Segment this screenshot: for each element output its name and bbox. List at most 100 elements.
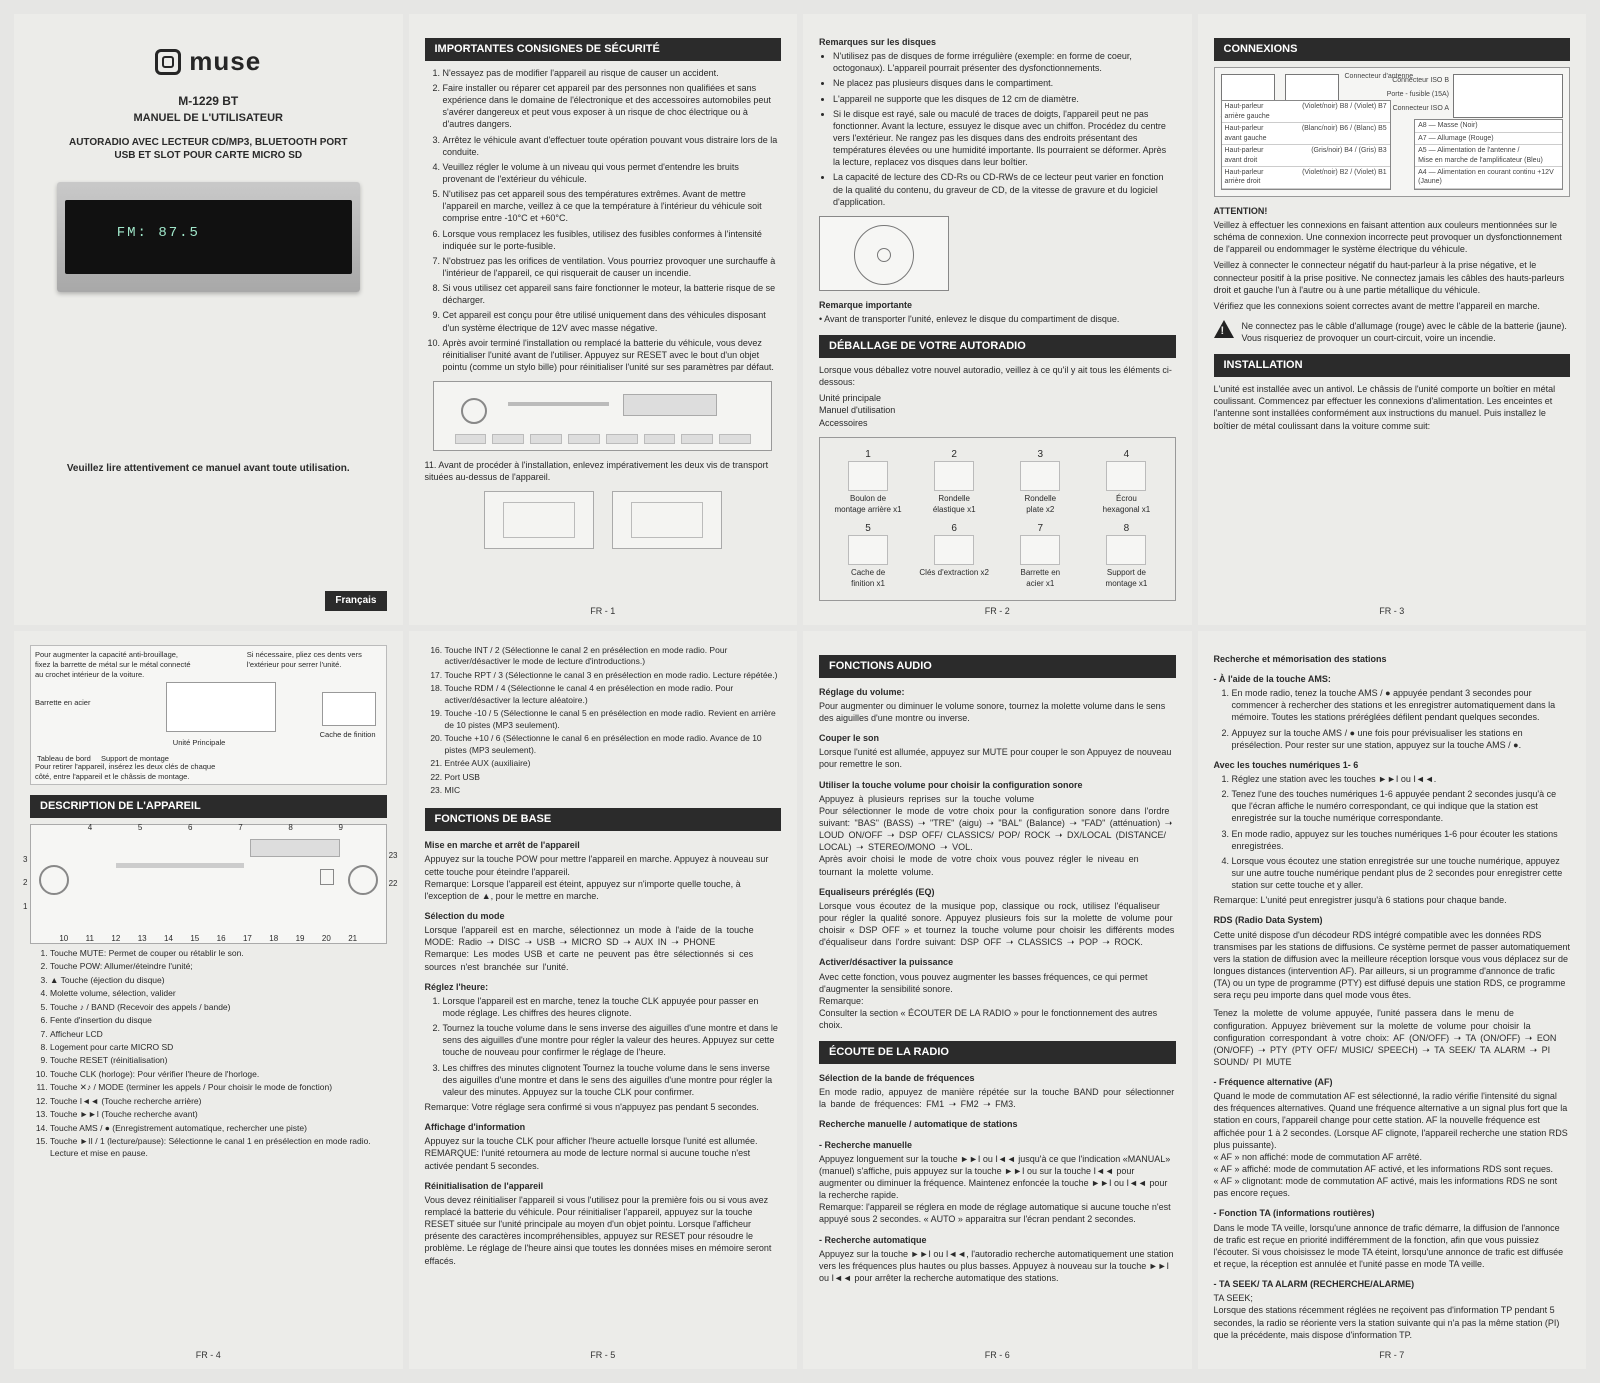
page-number: FR - 7: [1379, 1349, 1404, 1361]
discs-list: N'utilisez pas de disques de forme irrég…: [819, 50, 1176, 208]
list-item: En mode radio, appuyez sur les touches n…: [1232, 828, 1571, 852]
body-text: Lorsque vous écoutez de la musique pop, …: [819, 900, 1176, 949]
list-item: Touche AMS / ● (Enregistrement automatiq…: [50, 1123, 387, 1134]
speaker-pin-table: Haut-parleur arrière gauche(Violet/noir)…: [1221, 100, 1391, 190]
body-text: Vous devez réinitialiser l'appareil si v…: [425, 1194, 782, 1267]
product-subtitle: AUTORADIO AVEC LECTEUR CD/MP3, BLUETOOTH…: [30, 136, 387, 162]
display-heading: Affichage d'information: [425, 1121, 782, 1133]
list-item: Touche -10 / 5 (Sélectionne le canal 5 e…: [445, 708, 782, 731]
section-installation: INSTALLATION: [1214, 354, 1571, 377]
body-text: Appuyez sur la touche POW pour mettre l'…: [425, 853, 782, 902]
body-text: Avec cette fonction, vous pouvez augment…: [819, 971, 1176, 1032]
part-item: 7Barrette en acier x1: [1000, 522, 1080, 590]
section-audio: FONCTIONS AUDIO: [819, 655, 1176, 678]
discs-heading: Remarques sur les disques: [819, 36, 1176, 48]
list-item: Touche ✕♪ / MODE (terminer les appels / …: [50, 1082, 387, 1093]
page-fr1: IMPORTANTES CONSIGNES DE SÉCURITÉ N'essa…: [409, 14, 798, 625]
page-fr5: Touche INT / 2 (Sélectionne le canal 2 e…: [409, 631, 798, 1369]
eq-heading: Equaliseurs préréglés (EQ): [819, 886, 1176, 898]
list-item: Tenez l'une des touches numériques 1-6 a…: [1232, 788, 1571, 824]
list-item: Réglez une station avec les touches ►►I …: [1232, 773, 1571, 785]
list-item: N'essayez pas de modifier l'appareil au …: [443, 67, 782, 79]
list-item: Cet appareil est conçu pour être utilisé…: [443, 309, 782, 333]
mute-heading: Couper le son: [819, 732, 1176, 744]
body-text: Dans le mode TA veille, lorsqu'une annon…: [1214, 1222, 1571, 1271]
list-item: Entrée AUX (auxiliaire): [445, 758, 782, 769]
section-description: DESCRIPTION DE L'APPAREIL: [30, 795, 387, 818]
list-item: Port USB: [445, 772, 782, 783]
page-fr4: Pour augmenter la capacité anti-brouilla…: [14, 631, 403, 1369]
body-text: Veillez à connecter le connecteur négati…: [1214, 259, 1571, 295]
accessories-grid: 1Boulon de montage arrière x1 2Rondelle …: [819, 437, 1176, 601]
list-item: Logement pour carte MICRO SD: [50, 1042, 387, 1053]
page-fr7: Recherche et mémorisation des stations -…: [1198, 631, 1587, 1369]
body-text: Tenez la molette de volume appuyée, l'un…: [1214, 1007, 1571, 1068]
page-number: FR - 3: [1379, 605, 1404, 617]
warning-icon: [1214, 320, 1234, 338]
numkeys-heading: Avec les touches numériques 1- 6: [1214, 759, 1571, 771]
controls-diagram: 456789 321 2322 101112131415161718192021: [30, 824, 387, 944]
section-safety: IMPORTANTES CONSIGNES DE SÉCURITÉ: [425, 38, 782, 61]
list-item: En mode radio, tenez la touche AMS / ● a…: [1232, 687, 1571, 723]
section-basic-functions: FONCTIONS DE BASE: [425, 808, 782, 831]
list-item: Molette volume, sélection, valider: [50, 988, 387, 999]
page-fr2: Remarques sur les disques N'utilisez pas…: [803, 14, 1192, 625]
unpack-line: Unité principale: [819, 392, 1176, 404]
list-item: Touche ♪ / BAND (Recevoir des appels / b…: [50, 1002, 387, 1013]
list-item: Touche MUTE: Permet de couper ou rétabli…: [50, 948, 387, 959]
installation-text: L'unité est installée avec un antivol. L…: [1214, 383, 1571, 432]
page-number: FR - 5: [590, 1349, 615, 1361]
auto-search-heading: - Recherche automatique: [819, 1234, 1176, 1246]
unpack-line: Manuel d'utilisation: [819, 404, 1176, 416]
unpack-intro: Lorsque vous déballez votre nouvel autor…: [819, 364, 1176, 388]
af-heading: - Fréquence alternative (AF): [1214, 1076, 1571, 1088]
body-text: Veillez à effectuer les connexions en fa…: [1214, 219, 1571, 255]
taseek-heading: - TA SEEK/ TA ALARM (RECHERCHE/ALARME): [1214, 1278, 1571, 1290]
unpack-line: Accessoires: [819, 417, 1176, 429]
list-item: Touche INT / 2 (Sélectionne le canal 2 e…: [445, 645, 782, 668]
reset-heading: Réinitialisation de l'appareil: [425, 1180, 782, 1192]
band-heading: Sélection de la bande de fréquences: [819, 1072, 1176, 1084]
manual-sheet: muse M-1229 BT MANUEL DE L'UTILISATEUR A…: [0, 0, 1600, 1383]
list-item: Touche I◄◄ (Touche recherche arrière): [50, 1096, 387, 1107]
list-item: Touche ►II / 1 (lecture/pause): Sélectio…: [50, 1136, 387, 1159]
manual-search-heading: - Recherche manuelle: [819, 1139, 1176, 1151]
volume-heading: Réglage du volume:: [819, 686, 1176, 698]
brand-logo: muse: [30, 44, 387, 79]
ams-heading: - À l'aide de la touche AMS:: [1214, 673, 1571, 685]
list-item: N'utilisez pas de disques de forme irrég…: [833, 50, 1176, 74]
brand-name: muse: [189, 44, 261, 79]
wiring-diagram: Connecteur d'antenne Connecteur ISO B Po…: [1214, 67, 1571, 197]
loud-heading: Activer/désactiver la puissance: [819, 956, 1176, 968]
page-number: FR - 1: [590, 605, 615, 617]
page-fr6: FONCTIONS AUDIO Réglage du volume: Pour …: [803, 631, 1192, 1369]
model-number: M-1229 BT: [30, 93, 387, 109]
part-item: 8Support de montage x1: [1086, 522, 1166, 590]
mode-heading: Sélection du mode: [425, 910, 782, 922]
read-first-note: Veuillez lire attentivement ce manuel av…: [30, 462, 387, 476]
page-number: FR - 6: [985, 1349, 1010, 1361]
list-item: Touche POW: Allumer/éteindre l'unité;: [50, 961, 387, 972]
ta-heading: - Fonction TA (informations routières): [1214, 1207, 1571, 1219]
part-item: 4Écrou hexagonal x1: [1086, 448, 1166, 516]
list-item: Touche ►►I (Touche recherche avant): [50, 1109, 387, 1120]
note-text: Remarque: Votre réglage sera confirmé si…: [425, 1101, 782, 1113]
list-item: Touche RESET (réinitialisation): [50, 1055, 387, 1066]
list-item: Faire installer ou réparer cet appareil …: [443, 82, 782, 131]
transport-screws-fig: [425, 491, 782, 549]
note-text: Remarque: L'unité peut enregistrer jusqu…: [1214, 894, 1571, 906]
body-text: TA SEEK; Lorsque des stations récemment …: [1214, 1292, 1571, 1341]
part-item: 5Cache de finition x1: [828, 522, 908, 590]
list-item: La capacité de lecture des CD-Rs ou CD-R…: [833, 171, 1176, 207]
unit-front-diagram: [433, 381, 772, 451]
body-text: Appuyez à plusieurs reprises sur la touc…: [819, 793, 1176, 878]
list-item: Lorsque vous remplacez les fusibles, uti…: [443, 228, 782, 252]
power-heading: Mise en marche et arrêt de l'appareil: [425, 839, 782, 851]
manual-title: MANUEL DE L'UTILISATEUR: [30, 111, 387, 126]
body-text: En mode radio, appuyez de manière répété…: [819, 1086, 1176, 1110]
list-item: Arrêtez le véhicule avant d'effectuer to…: [443, 134, 782, 158]
list-item: Ne placez pas plusieurs disques dans le …: [833, 77, 1176, 89]
warning-text: Ne connectez pas le câble d'allumage (ro…: [1242, 320, 1571, 344]
part-item: 6Clés d'extraction x2: [914, 522, 994, 590]
clock-heading: Réglez l'heure:: [425, 981, 782, 993]
